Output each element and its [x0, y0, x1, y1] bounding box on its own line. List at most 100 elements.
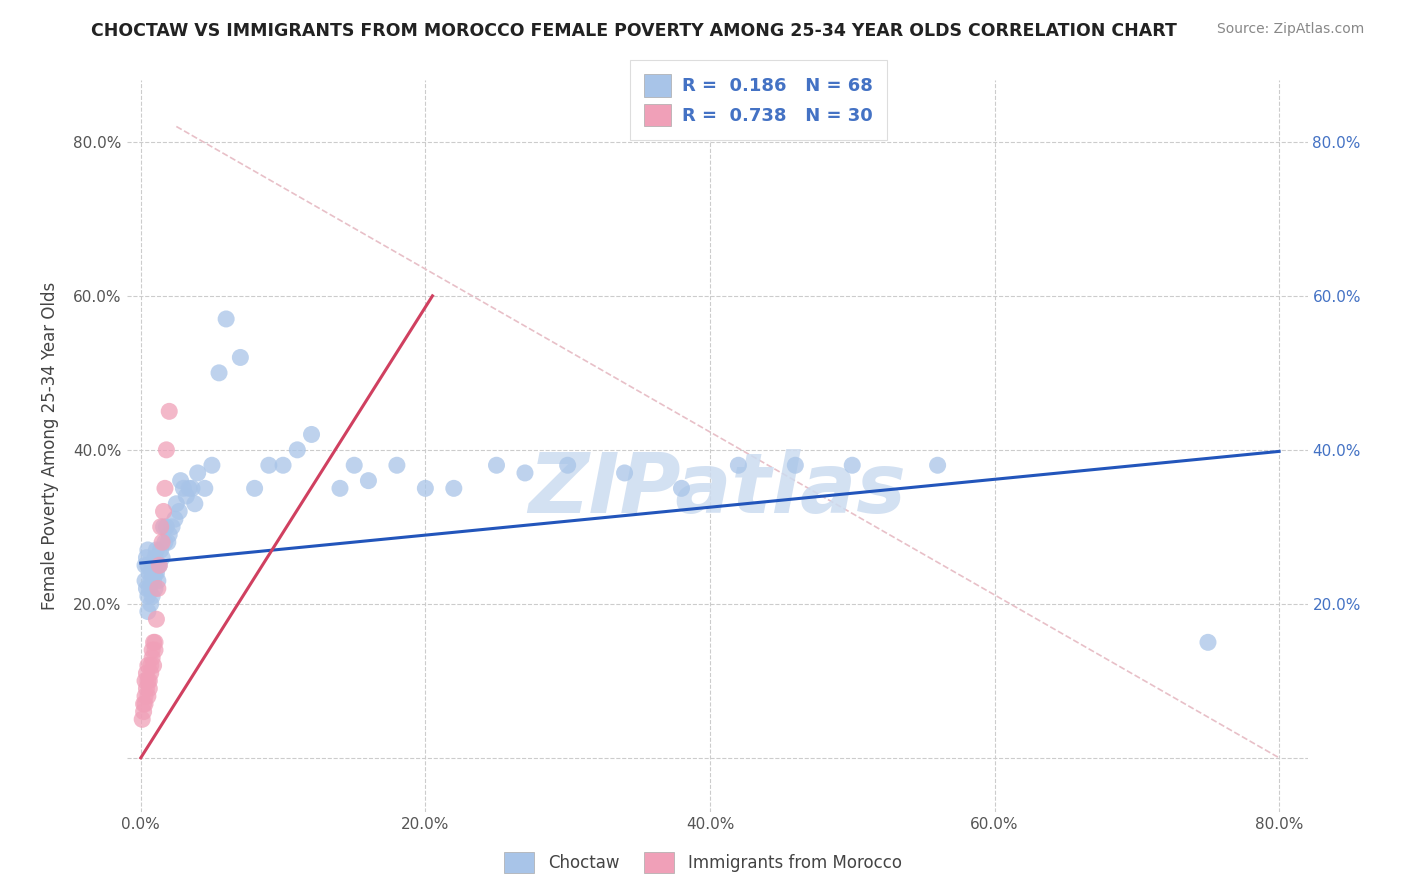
- Point: [146, 558, 169, 573]
- Point: [165, 497, 187, 511]
- Point: [142, 658, 165, 673]
- Point: [135, 582, 157, 596]
- Point: [841, 458, 863, 473]
- Point: [131, 712, 153, 726]
- Point: [150, 550, 173, 565]
- Point: [146, 582, 169, 596]
- Point: [139, 658, 162, 673]
- Point: [176, 489, 198, 503]
- Point: [172, 481, 194, 495]
- Point: [157, 404, 180, 418]
- Point: [136, 690, 159, 704]
- Text: CHOCTAW VS IMMIGRANTS FROM MOROCCO FEMALE POVERTY AMONG 25-34 YEAR OLDS CORRELAT: CHOCTAW VS IMMIGRANTS FROM MOROCCO FEMAL…: [91, 22, 1177, 40]
- Point: [138, 582, 160, 596]
- Point: [1197, 635, 1219, 649]
- Point: [343, 458, 366, 473]
- Point: [415, 481, 437, 495]
- Point: [329, 481, 352, 495]
- Point: [138, 681, 160, 696]
- Point: [134, 574, 156, 588]
- Point: [157, 527, 180, 541]
- Point: [142, 635, 165, 649]
- Text: ZIPatlas: ZIPatlas: [529, 450, 905, 531]
- Point: [143, 643, 166, 657]
- Point: [143, 582, 166, 596]
- Point: [141, 650, 163, 665]
- Point: [136, 589, 159, 603]
- Point: [208, 366, 231, 380]
- Legend: Choctaw, Immigrants from Morocco: Choctaw, Immigrants from Morocco: [498, 846, 908, 880]
- Point: [155, 442, 177, 457]
- Point: [357, 474, 380, 488]
- Point: [132, 705, 155, 719]
- Point: [243, 481, 266, 495]
- Point: [194, 481, 217, 495]
- Point: [671, 481, 693, 495]
- Point: [134, 690, 156, 704]
- Point: [215, 312, 238, 326]
- Point: [141, 566, 163, 580]
- Point: [138, 673, 160, 688]
- Point: [385, 458, 408, 473]
- Point: [785, 458, 807, 473]
- Point: [184, 497, 207, 511]
- Point: [143, 635, 166, 649]
- Point: [139, 666, 162, 681]
- Point: [167, 504, 190, 518]
- Point: [160, 520, 183, 534]
- Point: [145, 543, 167, 558]
- Point: [229, 351, 252, 365]
- Point: [139, 597, 162, 611]
- Point: [142, 558, 165, 573]
- Point: [613, 466, 636, 480]
- Point: [139, 574, 162, 588]
- Point: [149, 520, 172, 534]
- Point: [149, 543, 172, 558]
- Point: [146, 574, 169, 588]
- Point: [134, 673, 156, 688]
- Point: [136, 558, 159, 573]
- Point: [135, 666, 157, 681]
- Point: [163, 512, 186, 526]
- Point: [513, 466, 536, 480]
- Point: [150, 535, 173, 549]
- Y-axis label: Female Poverty Among 25-34 Year Olds: Female Poverty Among 25-34 Year Olds: [41, 282, 59, 610]
- Point: [179, 481, 201, 495]
- Point: [136, 605, 159, 619]
- Text: Source: ZipAtlas.com: Source: ZipAtlas.com: [1216, 22, 1364, 37]
- Point: [155, 520, 177, 534]
- Point: [153, 481, 176, 495]
- Point: [557, 458, 579, 473]
- Point: [138, 566, 160, 580]
- Point: [152, 504, 174, 518]
- Point: [169, 474, 191, 488]
- Point: [135, 681, 157, 696]
- Legend: R =  0.186   N = 68, R =  0.738   N = 30: R = 0.186 N = 68, R = 0.738 N = 30: [630, 60, 887, 140]
- Point: [141, 589, 163, 603]
- Point: [927, 458, 949, 473]
- Point: [145, 566, 167, 580]
- Point: [301, 427, 323, 442]
- Point: [148, 558, 170, 573]
- Point: [443, 481, 465, 495]
- Point: [187, 466, 209, 480]
- Point: [285, 442, 308, 457]
- Point: [181, 481, 204, 495]
- Point: [143, 550, 166, 565]
- Point: [141, 643, 163, 657]
- Point: [132, 697, 155, 711]
- Point: [271, 458, 294, 473]
- Point: [145, 612, 167, 626]
- Point: [142, 574, 165, 588]
- Point: [727, 458, 749, 473]
- Point: [152, 520, 174, 534]
- Point: [136, 543, 159, 558]
- Point: [136, 673, 159, 688]
- Point: [134, 558, 156, 573]
- Point: [135, 550, 157, 565]
- Point: [201, 458, 224, 473]
- Point: [134, 697, 156, 711]
- Point: [148, 558, 170, 573]
- Point: [485, 458, 508, 473]
- Point: [143, 566, 166, 580]
